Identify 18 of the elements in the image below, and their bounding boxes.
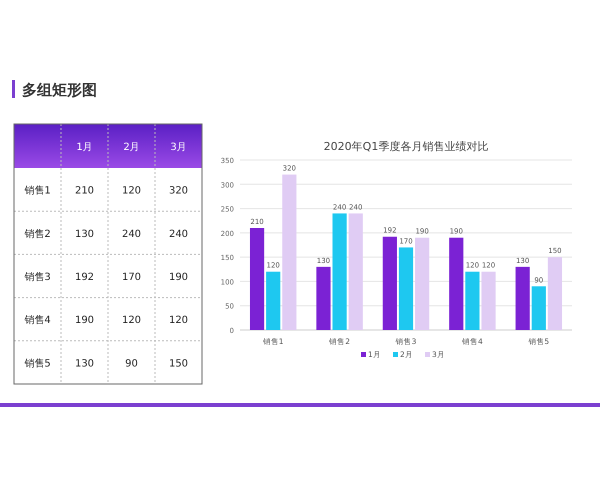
bar: [532, 286, 546, 330]
bar: [548, 257, 562, 330]
bar: [348, 213, 363, 330]
bar: [382, 236, 397, 330]
bar: [415, 238, 430, 330]
chart-title: 2020年Q1季度各月销售业绩对比: [324, 140, 488, 153]
bar: [481, 272, 496, 330]
bar: [266, 272, 280, 330]
bar: [332, 213, 347, 330]
bar: [282, 174, 296, 330]
text: 多组矩形图: [22, 81, 97, 99]
bar: [250, 228, 264, 330]
bar: [465, 272, 480, 330]
data-table: 1月 2月 3月 销售1 210 120 320 销售2 130 240 240 销售3 192 170 190 销售4 190 120 120 销售5 130 90 150: [14, 124, 202, 384]
bar: [449, 238, 464, 330]
bar: [398, 247, 414, 330]
bar: [316, 266, 331, 330]
bar: [516, 266, 530, 330]
